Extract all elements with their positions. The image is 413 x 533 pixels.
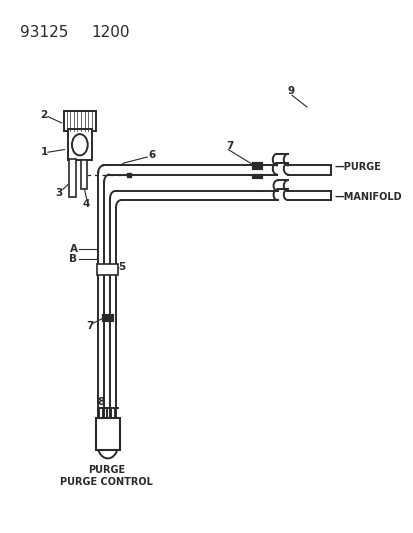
Text: 3: 3 (55, 188, 62, 198)
Bar (64, 111, 96, 131)
Text: 5: 5 (118, 262, 125, 271)
Bar (81, 160, 86, 189)
Text: 7: 7 (225, 141, 233, 151)
Text: 2: 2 (40, 110, 47, 120)
Text: —PURGE: —PURGE (334, 161, 380, 172)
Text: B: B (69, 254, 77, 264)
Text: 1200: 1200 (91, 25, 129, 39)
Bar (96, 418, 119, 450)
Bar (67, 130, 92, 160)
Text: 1: 1 (40, 147, 47, 157)
Text: 4: 4 (83, 199, 90, 209)
Text: 93125: 93125 (20, 25, 69, 39)
Text: 6: 6 (148, 150, 156, 160)
Text: 9: 9 (287, 86, 294, 96)
Text: PURGE CONTROL: PURGE CONTROL (59, 478, 152, 487)
Text: —MANIFOLD: —MANIFOLD (334, 192, 401, 203)
Text: 8: 8 (97, 397, 104, 407)
Bar (69, 159, 76, 197)
Text: PURGE: PURGE (88, 465, 124, 474)
Text: 7: 7 (86, 321, 93, 331)
Bar (97, 264, 117, 275)
Text: A: A (69, 245, 77, 254)
